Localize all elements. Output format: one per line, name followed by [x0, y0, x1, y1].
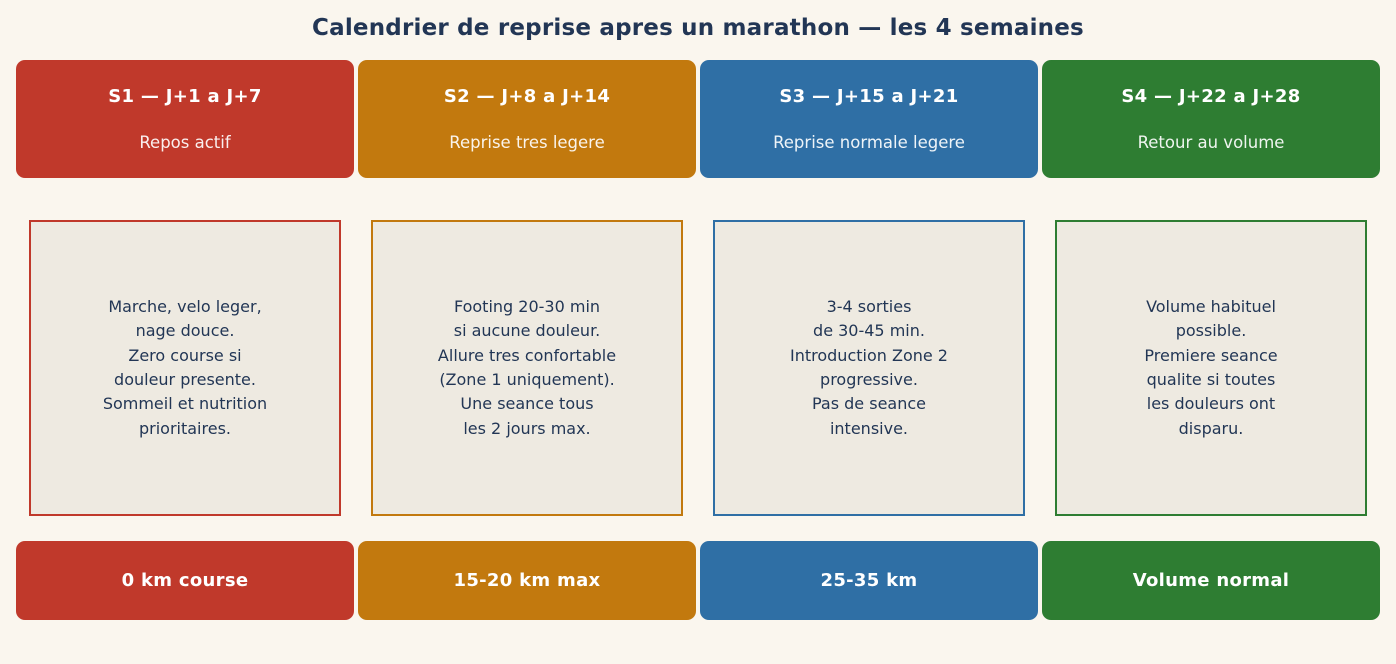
week-header-row: S1 — J+1 a J+7 Repos actif S2 — J+8 a J+…	[16, 60, 1380, 178]
week-detail-box-s3: 3-4 sorties de 30-45 min. Introduction Z…	[713, 220, 1025, 516]
week-volume-badge-s2: 15-20 km max	[358, 541, 696, 620]
week-header-subtitle-s1: Repos actif	[139, 133, 231, 152]
week-detail-text-s4: Volume habituel possible. Premiere seanc…	[1144, 297, 1278, 438]
week-header-s4: S4 — J+22 a J+28 Retour au volume	[1042, 60, 1380, 178]
week-detail-cell-s2: Footing 20-30 min si aucune douleur. All…	[358, 220, 696, 516]
week-volume-badge-s1: 0 km course	[16, 541, 354, 620]
week-volume-badge-s3: 25-35 km	[700, 541, 1038, 620]
week-header-s3: S3 — J+15 a J+21 Reprise normale legere	[700, 60, 1038, 178]
week-volume-badge-s4: Volume normal	[1042, 541, 1380, 620]
week-detail-cell-s3: 3-4 sorties de 30-45 min. Introduction Z…	[700, 220, 1038, 516]
week-detail-text-s1: Marche, velo leger, nage douce. Zero cou…	[102, 297, 268, 438]
week-detail-text-s2: Footing 20-30 min si aucune douleur. All…	[437, 297, 617, 438]
week-header-title-s1: S1 — J+1 a J+7	[108, 86, 262, 107]
week-detail-text-s3: 3-4 sorties de 30-45 min. Introduction Z…	[790, 297, 948, 438]
week-header-s1: S1 — J+1 a J+7 Repos actif	[16, 60, 354, 178]
page-title: Calendrier de reprise apres un marathon …	[312, 15, 1084, 41]
week-detail-cell-s1: Marche, velo leger, nage douce. Zero cou…	[16, 220, 354, 516]
week-header-subtitle-s3: Reprise normale legere	[773, 133, 965, 152]
week-detail-cell-s4: Volume habituel possible. Premiere seanc…	[1042, 220, 1380, 516]
week-header-subtitle-s2: Reprise tres legere	[449, 133, 605, 152]
week-detail-box-s4: Volume habituel possible. Premiere seanc…	[1055, 220, 1367, 516]
week-header-title-s4: S4 — J+22 a J+28	[1121, 86, 1301, 107]
week-detail-box-s2: Footing 20-30 min si aucune douleur. All…	[371, 220, 683, 516]
week-header-title-s3: S3 — J+15 a J+21	[779, 86, 959, 107]
week-volume-row: 0 km course 15-20 km max 25-35 km Volume…	[16, 541, 1380, 620]
week-header-subtitle-s4: Retour au volume	[1137, 133, 1285, 152]
week-header-title-s2: S2 — J+8 a J+14	[443, 86, 611, 107]
week-header-s2: S2 — J+8 a J+14 Reprise tres legere	[358, 60, 696, 178]
week-detail-box-s1: Marche, velo leger, nage douce. Zero cou…	[29, 220, 341, 516]
week-detail-row: Marche, velo leger, nage douce. Zero cou…	[16, 220, 1380, 516]
